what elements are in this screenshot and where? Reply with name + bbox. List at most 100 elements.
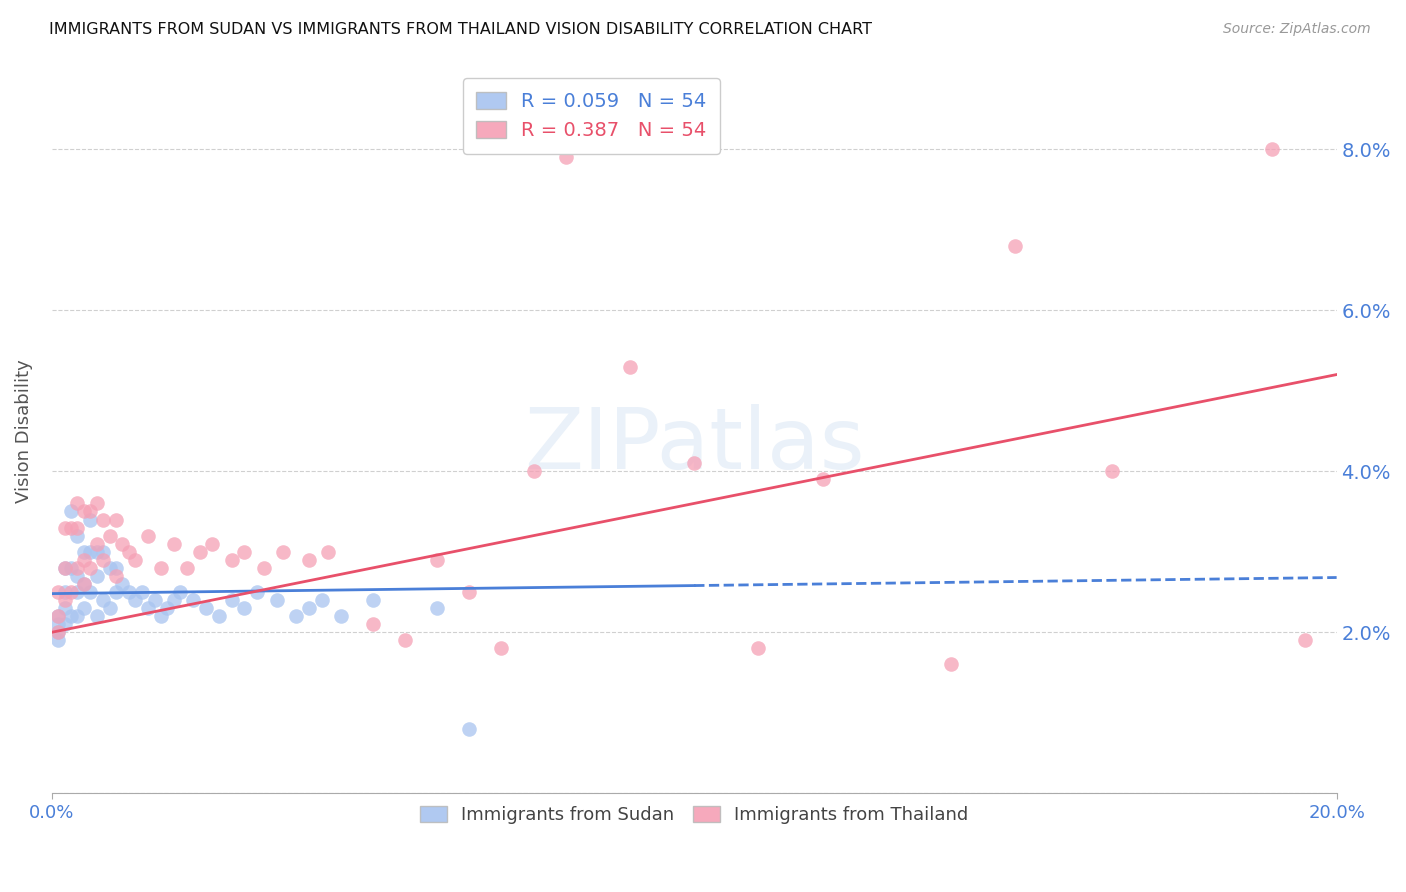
Point	[683, 456, 706, 470]
Point	[53, 593, 76, 607]
Point	[221, 553, 243, 567]
Point	[53, 617, 76, 632]
Point	[181, 593, 204, 607]
Point	[104, 512, 127, 526]
Point	[46, 609, 69, 624]
Point	[79, 545, 101, 559]
Legend: Immigrants from Sudan, Immigrants from Thailand: Immigrants from Sudan, Immigrants from T…	[409, 795, 979, 835]
Point	[86, 609, 108, 624]
Point	[1004, 238, 1026, 252]
Point	[53, 520, 76, 534]
Point	[523, 464, 546, 478]
Point	[426, 553, 449, 567]
Point	[201, 537, 224, 551]
Point	[79, 585, 101, 599]
Point	[1261, 142, 1284, 156]
Point	[91, 512, 114, 526]
Point	[79, 561, 101, 575]
Point	[46, 585, 69, 599]
Point	[91, 593, 114, 607]
Point	[53, 561, 76, 575]
Text: ZIPatlas: ZIPatlas	[524, 404, 865, 487]
Point	[60, 609, 83, 624]
Point	[194, 601, 217, 615]
Point	[491, 641, 513, 656]
Point	[53, 561, 76, 575]
Point	[46, 617, 69, 632]
Point	[554, 150, 576, 164]
Point	[188, 545, 211, 559]
Point	[66, 520, 89, 534]
Y-axis label: Vision Disability: Vision Disability	[15, 359, 32, 503]
Point	[811, 472, 834, 486]
Point	[156, 601, 179, 615]
Point	[46, 625, 69, 640]
Point	[111, 537, 134, 551]
Point	[53, 601, 76, 615]
Point	[98, 528, 121, 542]
Point	[73, 545, 96, 559]
Point	[86, 569, 108, 583]
Point	[298, 601, 321, 615]
Point	[73, 504, 96, 518]
Point	[104, 585, 127, 599]
Point	[66, 609, 89, 624]
Point	[246, 585, 269, 599]
Point	[66, 569, 89, 583]
Point	[131, 585, 153, 599]
Point	[86, 496, 108, 510]
Point	[619, 359, 641, 374]
Point	[941, 657, 963, 672]
Point	[79, 504, 101, 518]
Point	[124, 593, 146, 607]
Point	[1294, 633, 1316, 648]
Point	[73, 601, 96, 615]
Point	[46, 625, 69, 640]
Point	[124, 553, 146, 567]
Point	[208, 609, 231, 624]
Point	[73, 577, 96, 591]
Point	[361, 617, 384, 632]
Point	[1101, 464, 1123, 478]
Point	[46, 633, 69, 648]
Point	[60, 561, 83, 575]
Point	[458, 722, 481, 736]
Point	[233, 545, 256, 559]
Point	[176, 561, 198, 575]
Point	[329, 609, 352, 624]
Point	[163, 537, 186, 551]
Point	[361, 593, 384, 607]
Point	[253, 561, 276, 575]
Point	[86, 537, 108, 551]
Point	[60, 504, 83, 518]
Point	[73, 553, 96, 567]
Point	[311, 593, 333, 607]
Point	[118, 545, 141, 559]
Point	[316, 545, 339, 559]
Point	[118, 585, 141, 599]
Point	[149, 609, 172, 624]
Point	[66, 561, 89, 575]
Point	[747, 641, 769, 656]
Point	[266, 593, 288, 607]
Point	[91, 545, 114, 559]
Point	[163, 593, 186, 607]
Point	[233, 601, 256, 615]
Point	[98, 561, 121, 575]
Point	[298, 553, 321, 567]
Point	[66, 496, 89, 510]
Point	[394, 633, 416, 648]
Point	[136, 528, 159, 542]
Point	[66, 585, 89, 599]
Point	[79, 512, 101, 526]
Text: IMMIGRANTS FROM SUDAN VS IMMIGRANTS FROM THAILAND VISION DISABILITY CORRELATION : IMMIGRANTS FROM SUDAN VS IMMIGRANTS FROM…	[49, 22, 872, 37]
Point	[98, 601, 121, 615]
Point	[104, 569, 127, 583]
Point	[284, 609, 307, 624]
Point	[73, 577, 96, 591]
Point	[149, 561, 172, 575]
Point	[111, 577, 134, 591]
Point	[169, 585, 191, 599]
Point	[221, 593, 243, 607]
Text: Source: ZipAtlas.com: Source: ZipAtlas.com	[1223, 22, 1371, 37]
